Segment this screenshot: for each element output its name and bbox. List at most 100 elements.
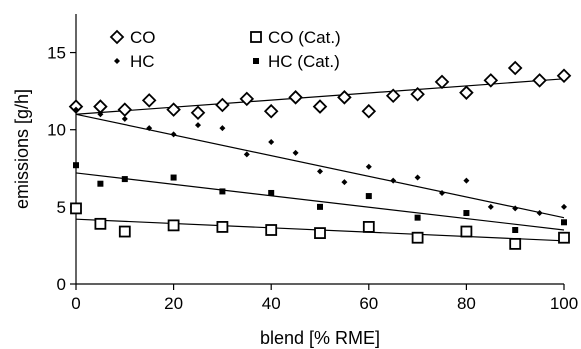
point-co [263,103,279,119]
point-hc [243,151,250,158]
point-co-cat [314,227,326,239]
legend-marker-hc-cat [253,58,259,64]
point-co [312,99,328,114]
y-tick-label: 0 [57,275,66,294]
point-co [93,99,108,114]
point-co [410,86,425,102]
point-hc-cat [463,210,470,217]
x-tick-label: 100 [550,294,578,313]
point-hc-cat [170,174,177,181]
point-hc-cat [97,180,104,187]
y-ticks: 0 5 10 15 [47,44,76,294]
legend-label-hc-cat: HC (Cat.) [268,52,340,71]
point-co [385,88,401,104]
point-co-cat [216,221,229,233]
point-hc [317,168,323,175]
point-hc [341,179,348,186]
legend: CO HC CO (Cat.) HC (Cat.) [109,28,341,71]
point-hc [365,163,372,170]
point-hc-cat [365,193,372,200]
point-hc [414,174,421,181]
point-hc-cat [121,176,128,183]
x-axis-label: blend [% RME] [260,328,380,348]
y-axis-label: emissions [g/h] [12,89,32,209]
point-co [117,102,133,117]
point-hc-cat [219,188,226,195]
point-co [337,90,352,105]
point-co-cat [265,224,278,236]
legend-marker-hc [114,58,120,64]
legend-marker-co-cat [250,31,262,43]
x-ticks: 0 20 40 60 80 100 [71,284,578,313]
point-co-cat [167,219,180,232]
point-hc-cat [73,162,79,169]
axes [75,14,564,285]
point-co [141,93,157,108]
legend-item-co-cat: CO (Cat.) [250,28,341,47]
point-hc [73,106,79,113]
point-co [239,91,255,107]
point-co [556,68,572,83]
point-co [459,85,474,100]
point-co [215,97,230,113]
x-tick-label: 40 [262,294,281,313]
legend-label-co: CO [130,28,156,47]
point-hc [487,203,494,210]
legend-item-co: CO [109,28,156,47]
y-tick-label: 10 [47,121,66,140]
point-hc-cat [414,214,421,221]
point-hc [195,122,201,129]
point-co-cat [509,237,522,250]
point-co [507,60,523,76]
point-co [532,73,547,88]
x-tick-label: 0 [71,294,80,313]
point-hc [121,115,128,122]
legend-label-hc: HC [130,52,155,71]
y-tick-label: 15 [47,44,66,63]
point-hc [170,131,177,138]
trend-line-hc-cat [75,172,565,231]
legend-marker-shape [109,29,125,45]
point-hc-cat [512,227,519,233]
point-co-cat [460,225,473,238]
x-tick-label: 20 [164,294,183,313]
point-hc [439,189,445,196]
point-hc-cat [317,203,323,210]
point-hc [561,203,567,210]
legend-marker-co [109,29,125,45]
y-tick-label: 5 [57,198,66,217]
point-co [361,103,377,119]
point-co [166,102,181,117]
point-hc [97,111,104,118]
point-co [483,73,499,88]
point-co-cat [411,231,424,244]
point-hc [146,125,153,132]
point-co [434,74,450,90]
legend-marker-shape [250,31,262,43]
point-hc [536,210,543,217]
trend-line-co [75,78,565,115]
point-co-cat [94,217,107,230]
point-co-cat [70,202,82,215]
legend-marker-shape [114,58,120,64]
point-hc [219,125,226,132]
legend-marker-shape [253,58,259,64]
point-hc [512,205,519,212]
data-points [68,60,572,250]
legend-item-hc: HC [114,52,155,71]
point-hc [292,149,299,156]
trend-line-hc [75,113,565,219]
legend-item-hc-cat: HC (Cat.) [253,52,340,71]
point-co-cat [558,231,570,244]
point-co [190,105,206,121]
legend-label-co-cat: CO (Cat.) [268,28,341,47]
point-co-cat [362,221,375,233]
point-co-cat [118,225,131,238]
point-hc [463,177,470,184]
point-hc-cat [561,219,567,226]
point-co [288,90,303,105]
x-tick-label: 80 [457,294,476,313]
point-hc [390,177,397,184]
point-hc-cat [268,189,275,196]
